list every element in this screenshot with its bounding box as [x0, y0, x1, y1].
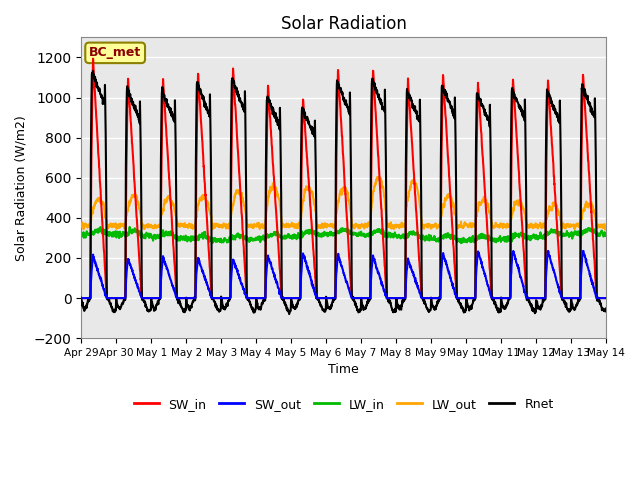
X-axis label: Time: Time — [328, 363, 359, 376]
Title: Solar Radiation: Solar Radiation — [281, 15, 406, 33]
Y-axis label: Solar Radiation (W/m2): Solar Radiation (W/m2) — [15, 115, 28, 261]
Text: BC_met: BC_met — [89, 47, 141, 60]
Legend: SW_in, SW_out, LW_in, LW_out, Rnet: SW_in, SW_out, LW_in, LW_out, Rnet — [129, 393, 559, 416]
